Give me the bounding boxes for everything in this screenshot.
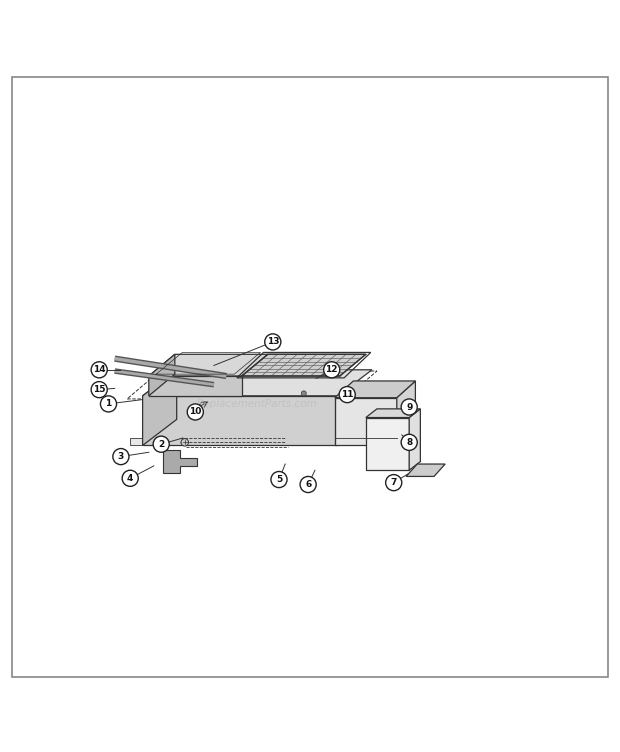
Circle shape <box>300 477 316 493</box>
Circle shape <box>122 470 138 487</box>
Text: 4: 4 <box>127 474 133 483</box>
Polygon shape <box>143 396 338 445</box>
Text: 8: 8 <box>406 438 412 447</box>
Circle shape <box>271 472 287 487</box>
Polygon shape <box>163 450 197 473</box>
Circle shape <box>339 387 355 402</box>
Circle shape <box>386 475 402 491</box>
Circle shape <box>187 404 203 420</box>
Circle shape <box>100 396 117 412</box>
Text: 10: 10 <box>189 408 202 417</box>
Polygon shape <box>406 464 445 477</box>
Circle shape <box>153 436 169 452</box>
Text: 5: 5 <box>276 475 282 484</box>
Text: 3: 3 <box>118 452 124 461</box>
Circle shape <box>181 438 188 446</box>
Polygon shape <box>149 376 242 396</box>
Text: 12: 12 <box>326 365 338 374</box>
Polygon shape <box>366 409 420 417</box>
Text: 15: 15 <box>93 385 105 394</box>
Polygon shape <box>397 381 415 445</box>
Text: 9: 9 <box>406 402 412 411</box>
Circle shape <box>91 381 107 398</box>
Text: 13: 13 <box>267 338 279 347</box>
Polygon shape <box>149 354 175 396</box>
Circle shape <box>301 391 306 396</box>
Circle shape <box>265 334 281 350</box>
Circle shape <box>113 448 129 465</box>
Circle shape <box>401 434 417 450</box>
Circle shape <box>91 362 107 378</box>
Polygon shape <box>335 398 397 445</box>
Text: 2: 2 <box>158 440 164 449</box>
Circle shape <box>401 399 417 415</box>
Polygon shape <box>149 354 268 376</box>
Text: 1: 1 <box>105 399 112 408</box>
Polygon shape <box>130 438 335 445</box>
Polygon shape <box>242 354 366 376</box>
Circle shape <box>324 362 340 378</box>
Text: 7: 7 <box>391 478 397 487</box>
Text: 14: 14 <box>93 365 105 374</box>
Polygon shape <box>366 417 409 470</box>
Text: 11: 11 <box>341 390 353 399</box>
Text: ReplacementParts.com: ReplacementParts.com <box>197 399 317 409</box>
Polygon shape <box>143 370 372 396</box>
Polygon shape <box>143 370 177 445</box>
Text: 6: 6 <box>305 480 311 489</box>
Polygon shape <box>335 381 415 398</box>
Polygon shape <box>409 409 420 470</box>
